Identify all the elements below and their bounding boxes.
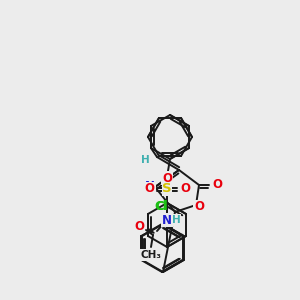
Text: CH₃: CH₃ [140, 250, 161, 260]
Text: S: S [162, 182, 172, 196]
Text: O: O [144, 182, 154, 196]
Text: Cl: Cl [154, 200, 167, 214]
Text: N: N [145, 181, 155, 194]
Text: H: H [172, 215, 180, 225]
Text: N: N [162, 214, 172, 226]
Text: O: O [162, 172, 172, 184]
Text: Cl: Cl [156, 200, 168, 214]
Text: O: O [194, 200, 204, 214]
Text: H: H [141, 155, 149, 165]
Text: O: O [134, 220, 144, 232]
Text: O: O [212, 178, 222, 191]
Text: O: O [180, 182, 190, 196]
